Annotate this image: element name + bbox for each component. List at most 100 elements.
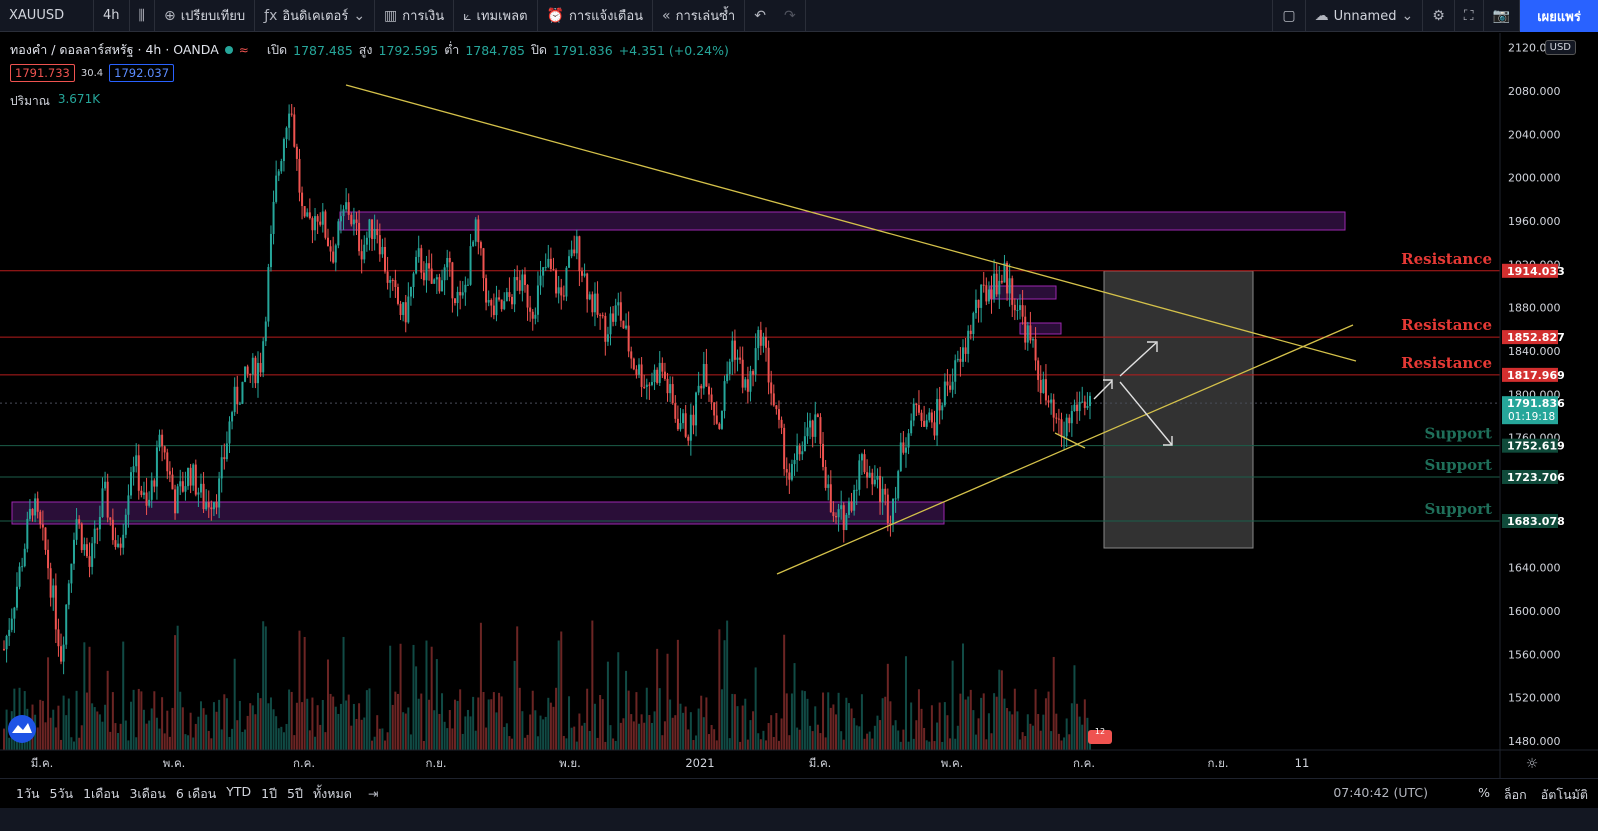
percent-toggle[interactable]: % (1478, 785, 1490, 800)
candle-body (972, 313, 975, 335)
candle-body (881, 488, 884, 503)
candle-body (1042, 379, 1045, 393)
candle-body (687, 436, 690, 441)
candle-body (1068, 417, 1071, 424)
candle-body (990, 289, 993, 299)
layout-select-button[interactable]: ▢ (1272, 0, 1306, 32)
candle-body (80, 523, 83, 551)
right-tools: ▢ ☁ Unnamed ⌄ ⚙ ⛶ 📷 (1272, 0, 1520, 32)
settings-button[interactable]: ⚙ (1423, 0, 1455, 32)
candle-body (669, 384, 672, 394)
range-button[interactable]: 1ปี (261, 785, 278, 801)
snapshot-button[interactable]: 📷 (1484, 0, 1520, 32)
candle-body (790, 464, 793, 480)
compare-button[interactable]: ⊕ เปรียบเทียบ (155, 0, 256, 32)
alerts-button[interactable]: ⏰ การแจ้งเตือน (538, 0, 654, 32)
redo-button[interactable]: ↷ (775, 0, 806, 32)
undo-button[interactable]: ↶ (745, 0, 775, 32)
goto-date-icon[interactable]: ⇥ (367, 786, 379, 801)
volume-bar (298, 630, 301, 750)
candle-body (536, 285, 539, 315)
bid-price[interactable]: 1791.733 (10, 64, 75, 82)
financials-button[interactable]: ▥ การเงิน (375, 0, 455, 32)
candle-body (101, 488, 104, 518)
volume-bar (726, 620, 729, 750)
candle-body (697, 385, 700, 393)
candle-body (977, 299, 980, 308)
range-button[interactable]: 3เดือน (129, 785, 166, 801)
range-button[interactable]: 5ปี (287, 785, 303, 801)
interval-button[interactable]: 4h (94, 0, 130, 32)
volume-bar (1086, 717, 1089, 750)
volume-bar (428, 699, 431, 750)
candle-body (303, 206, 306, 217)
volume-bar (604, 741, 607, 750)
volume-bar (1065, 718, 1068, 750)
replay-button[interactable]: « การเล่นซ้ำ (653, 0, 746, 32)
volume-bar (741, 705, 744, 750)
gear-icon: ⚙ (1432, 8, 1445, 24)
volume-bar (54, 727, 57, 750)
candle-body (508, 292, 511, 297)
auto-toggle[interactable]: อัตโนมัติ (1540, 787, 1588, 802)
candle-body (783, 427, 786, 470)
volume-bar (218, 699, 221, 750)
volume-bar (142, 709, 145, 750)
candle-body (498, 297, 501, 300)
range-button[interactable]: 6 เดือน (175, 785, 217, 801)
volume-bar (837, 692, 840, 750)
clock-timezone[interactable]: 07:40:42 (UTC) (1333, 785, 1428, 800)
candle-body (1052, 399, 1055, 418)
candle-body (560, 287, 563, 296)
range-button[interactable]: 5วัน (49, 785, 74, 801)
fullscreen-button[interactable]: ⛶ (1455, 0, 1484, 32)
candle-body (381, 246, 384, 255)
volume-bar (430, 646, 433, 750)
templates-button[interactable]: ⟀ เทมเพลต (454, 0, 538, 32)
symbol-search[interactable]: XAUUSD (0, 0, 94, 32)
volume-bar (394, 691, 397, 750)
price-chart[interactable]: Resistance Resistance Resistance Support Sup… (0, 33, 1598, 778)
candle-body (67, 583, 70, 605)
publish-button[interactable]: เผยแพร่ (1520, 0, 1598, 32)
volume-bar (829, 707, 832, 750)
log-toggle[interactable]: ล็อก (1504, 787, 1527, 802)
volume-bar (884, 696, 887, 750)
layout-name-button[interactable]: ☁ Unnamed ⌄ (1306, 0, 1424, 32)
candle-body (759, 329, 762, 346)
ask-price[interactable]: 1792.037 (109, 64, 175, 82)
volume-bar (225, 698, 228, 750)
range-button[interactable]: ทั้งหมด (312, 785, 352, 801)
volume-bar (461, 733, 464, 750)
volume-bar (1068, 734, 1071, 750)
range-button[interactable]: 1วัน (16, 785, 40, 801)
volume-bar (765, 740, 768, 750)
indicators-button[interactable]: ƒx อินดิเคเตอร์ ⌄ (255, 0, 376, 32)
volume-bar (702, 717, 705, 750)
alerts-label: การแจ้งเตือน (568, 9, 644, 24)
volume-bar (700, 695, 703, 750)
range-button[interactable]: 1เดือน (83, 785, 120, 801)
chart-style-button[interactable]: ⫼ (130, 0, 155, 32)
candle-body (762, 336, 765, 346)
candle-body (974, 299, 977, 314)
volume-bar (1034, 689, 1037, 750)
candle-body (104, 481, 107, 489)
candle-body (777, 409, 780, 420)
volume-bar (124, 720, 127, 750)
volume-bar (1000, 670, 1003, 750)
candle-body (526, 284, 529, 308)
range-button[interactable]: YTD (226, 783, 252, 799)
volume-bar (293, 735, 296, 750)
volume-bar (793, 663, 796, 750)
candle-body (593, 293, 596, 313)
volume-bar (710, 724, 713, 750)
volume-bar (705, 697, 708, 750)
volume-bar (977, 718, 980, 750)
close-value: 1791.836 (553, 42, 613, 58)
currency-badge[interactable]: USD (1544, 40, 1576, 55)
volume-bar (1070, 703, 1073, 750)
volume-bar (396, 693, 399, 750)
volume-bar (956, 725, 959, 750)
volume-bar (723, 640, 726, 750)
